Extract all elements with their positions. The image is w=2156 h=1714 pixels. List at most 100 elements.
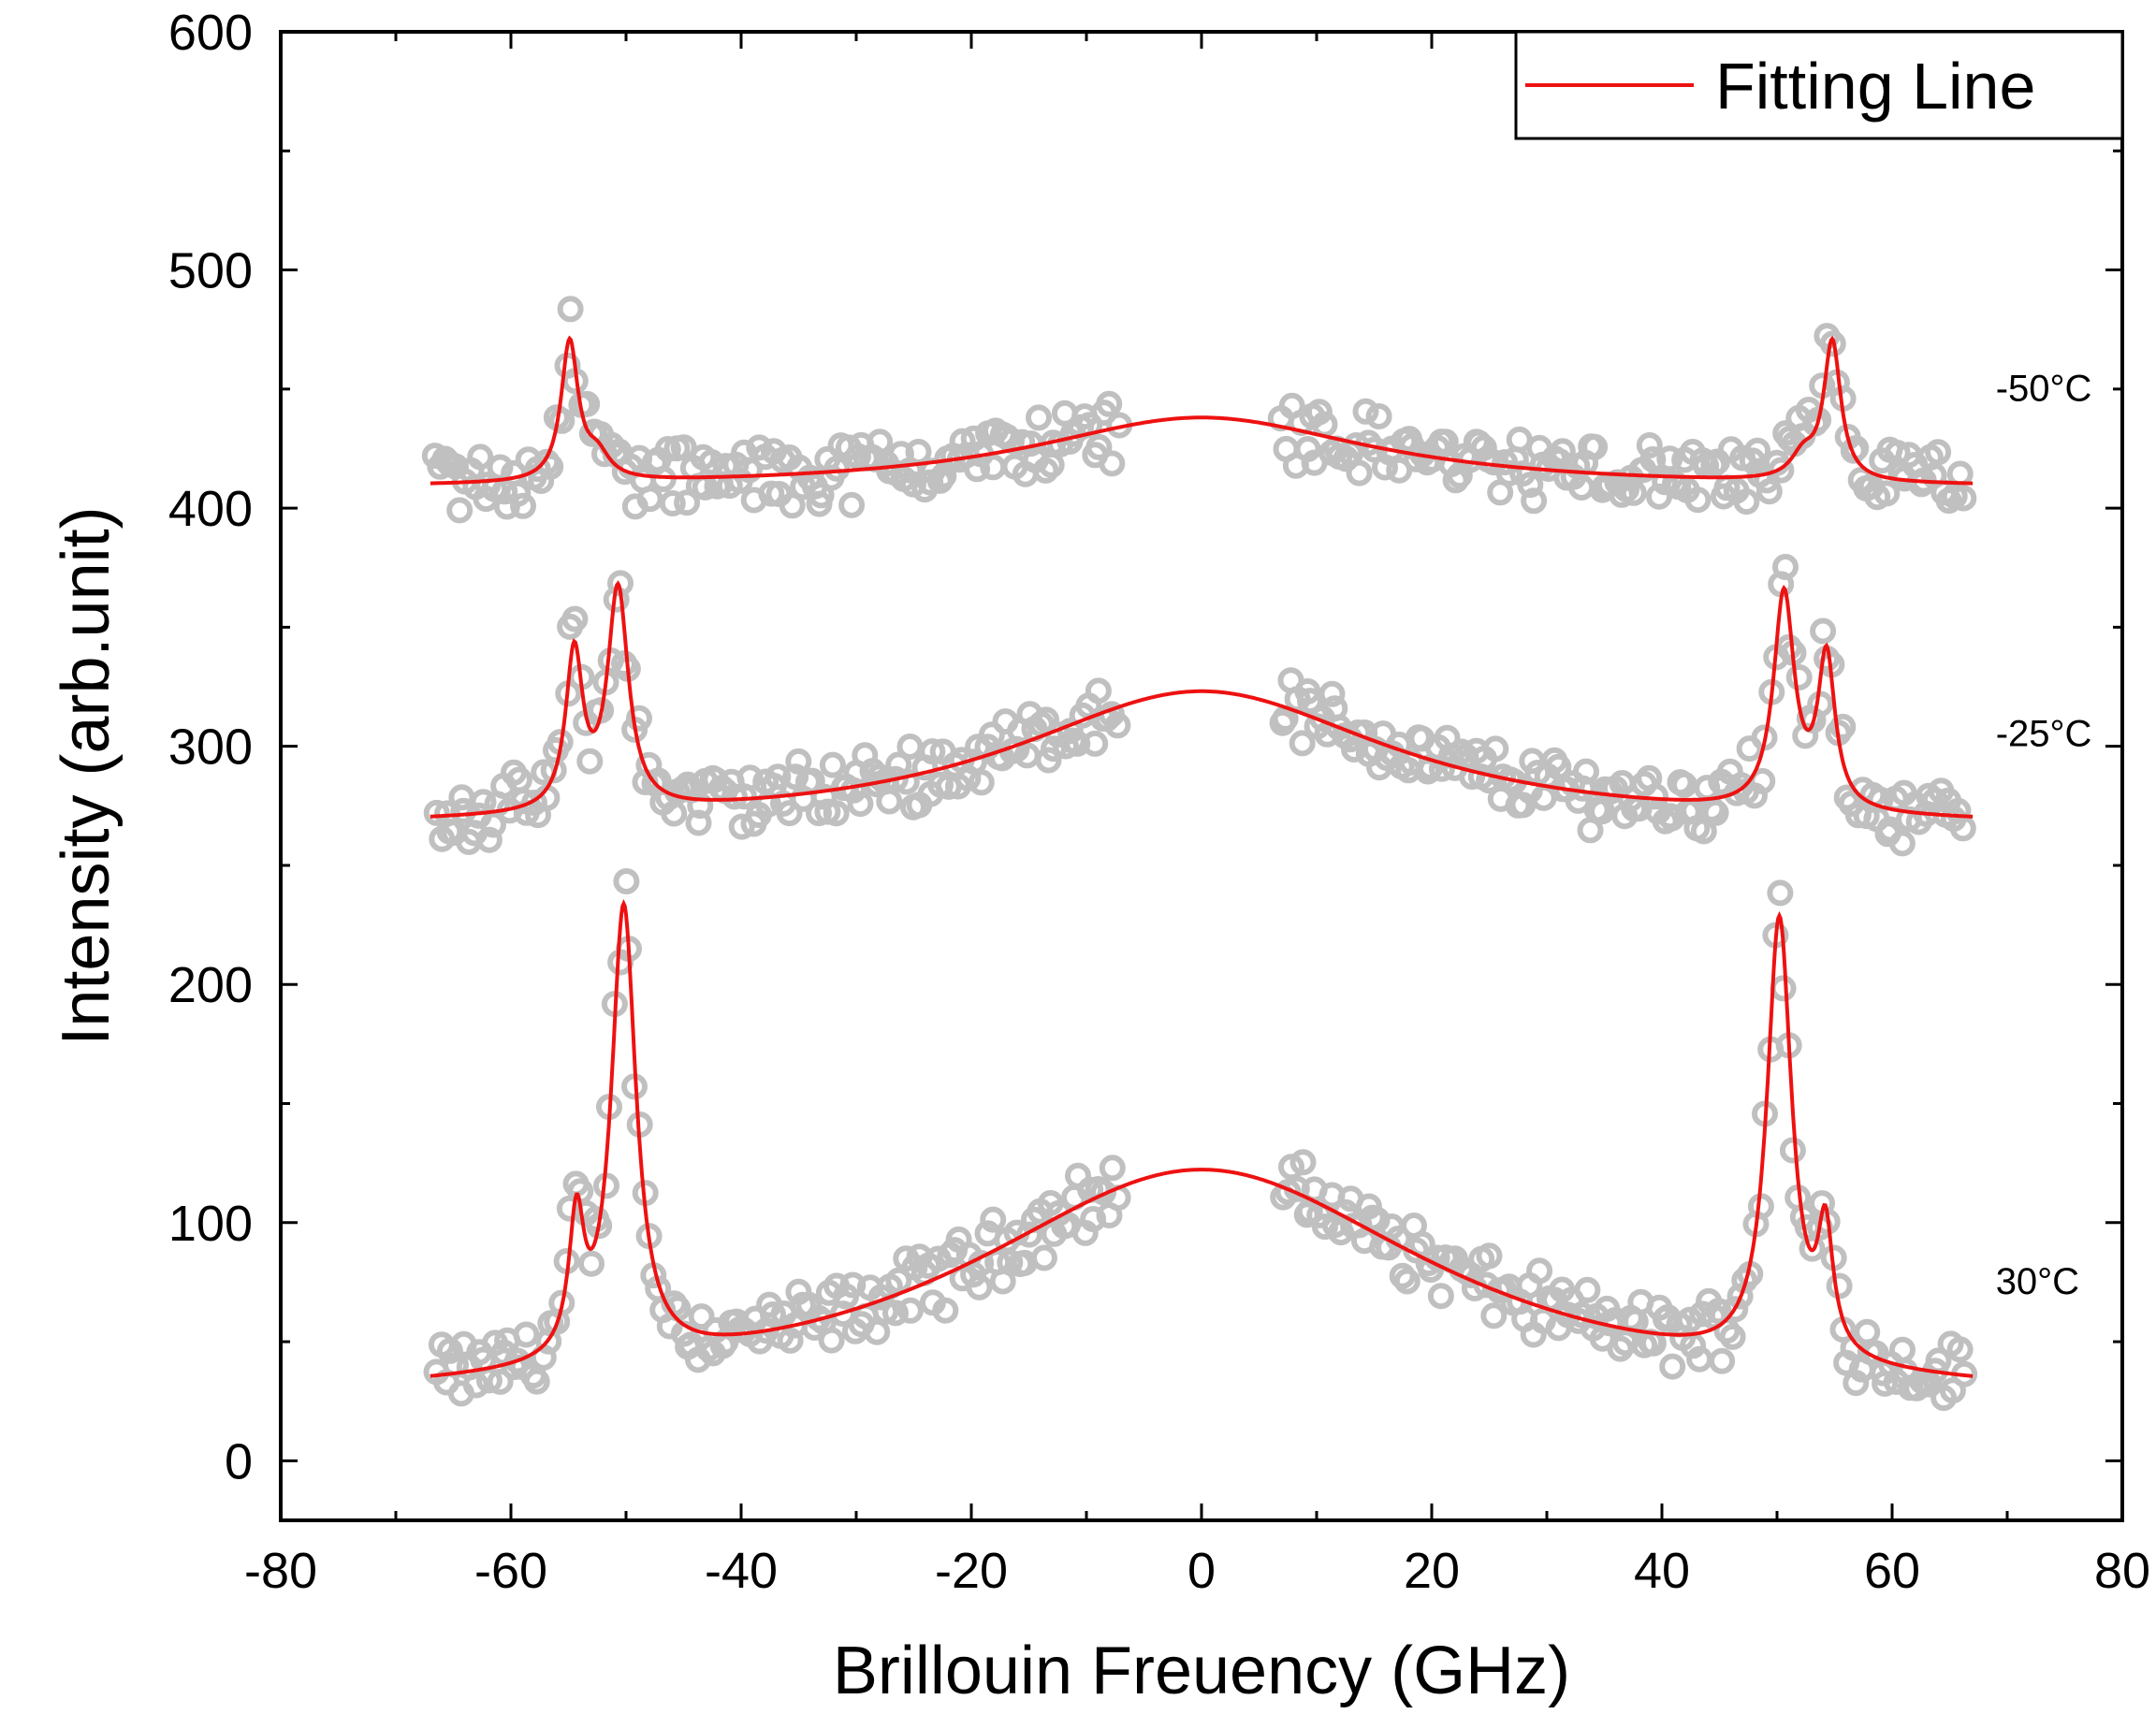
data-points-2 bbox=[423, 554, 1976, 857]
x-tick-label: 0 bbox=[1187, 1543, 1216, 1599]
data-point bbox=[779, 492, 806, 519]
y-tick-labels: 0 100 200 300 400 500 600 bbox=[168, 5, 253, 1489]
data-point bbox=[443, 1352, 469, 1379]
data-point bbox=[1289, 1149, 1317, 1176]
data-point bbox=[1352, 398, 1379, 425]
data-point bbox=[1829, 713, 1857, 740]
curve-label: -25°C bbox=[1996, 714, 2092, 755]
data-point bbox=[1799, 1235, 1826, 1262]
fit-line--50°C bbox=[430, 335, 1974, 486]
x-tick-label: -40 bbox=[705, 1543, 778, 1599]
data-point bbox=[980, 1206, 1007, 1233]
data-point bbox=[872, 1298, 899, 1325]
y-tick-label: 200 bbox=[168, 957, 253, 1013]
data-point bbox=[776, 800, 803, 827]
data-point bbox=[893, 768, 920, 795]
data-point bbox=[1946, 1336, 1974, 1363]
data-point bbox=[917, 469, 944, 496]
x-tick-label: -80 bbox=[244, 1543, 317, 1599]
data-point bbox=[1767, 879, 1794, 907]
curve-labels: 30°C -25°C -50°C bbox=[1996, 369, 2092, 1303]
data-point bbox=[1085, 433, 1113, 460]
data-point bbox=[1659, 1353, 1686, 1380]
data-point bbox=[1289, 730, 1316, 757]
data-point bbox=[1722, 1296, 1749, 1323]
data-point bbox=[510, 492, 536, 519]
data-point bbox=[1768, 457, 1795, 484]
data-point bbox=[838, 491, 866, 518]
data-point bbox=[688, 1303, 715, 1330]
data-point bbox=[760, 1301, 786, 1328]
data-point bbox=[1549, 438, 1576, 465]
data-point bbox=[1482, 735, 1509, 763]
data-point bbox=[1574, 1276, 1601, 1303]
data-point bbox=[819, 751, 846, 778]
data-point bbox=[949, 428, 976, 455]
data-points-layer bbox=[421, 296, 1978, 1412]
data-point bbox=[1826, 1272, 1853, 1300]
data-point bbox=[1709, 1347, 1736, 1374]
data-point bbox=[1889, 1336, 1916, 1363]
data-point bbox=[1096, 390, 1123, 417]
data-point bbox=[818, 1327, 845, 1354]
data-point bbox=[847, 791, 874, 818]
data-point bbox=[1702, 799, 1729, 826]
legend-box bbox=[1514, 30, 2124, 140]
x-axis-title: Brillouin Freuency (GHz) bbox=[833, 1634, 1570, 1708]
data-point bbox=[504, 480, 532, 507]
data-point bbox=[1080, 1206, 1107, 1232]
data-point bbox=[966, 1273, 993, 1300]
data-point bbox=[698, 449, 725, 476]
data-point bbox=[1082, 730, 1109, 757]
y-tick-label: 100 bbox=[168, 1196, 253, 1252]
data-point bbox=[1099, 1155, 1126, 1182]
data-point bbox=[1867, 786, 1894, 813]
y-tick-label: 600 bbox=[168, 5, 253, 61]
legend-label-fitting-line: Fitting Line bbox=[1715, 50, 2035, 123]
data-point bbox=[785, 748, 812, 775]
data-point bbox=[1854, 1318, 1881, 1345]
data-point bbox=[997, 1249, 1024, 1276]
data-point bbox=[782, 763, 809, 791]
curve-label: 30°C bbox=[1996, 1261, 2079, 1302]
data-point bbox=[876, 788, 903, 815]
curve-label: -50°C bbox=[1996, 369, 2092, 410]
data-points-3 bbox=[421, 296, 1977, 524]
y-tick-label: 400 bbox=[168, 481, 253, 537]
data-point bbox=[882, 1300, 909, 1327]
data-point bbox=[777, 1327, 804, 1354]
data-point bbox=[1770, 975, 1797, 1002]
data-point bbox=[964, 456, 991, 483]
data-point bbox=[557, 296, 584, 323]
data-point bbox=[919, 738, 946, 765]
data-point bbox=[736, 764, 764, 792]
data-point bbox=[1772, 554, 1799, 580]
data-point bbox=[1448, 738, 1475, 765]
data-point bbox=[1676, 1306, 1703, 1333]
data-point bbox=[1733, 488, 1760, 516]
data-point bbox=[1636, 432, 1663, 458]
data-point bbox=[1805, 406, 1832, 433]
data-point bbox=[1916, 1371, 1943, 1398]
data-point bbox=[1726, 1283, 1754, 1310]
data-point bbox=[1639, 446, 1667, 472]
data-point bbox=[576, 748, 604, 775]
data-point bbox=[654, 436, 681, 462]
data-point bbox=[1026, 404, 1052, 431]
data-point bbox=[423, 799, 450, 826]
data-point bbox=[561, 605, 589, 632]
data-point bbox=[1819, 330, 1846, 357]
data-point bbox=[1318, 680, 1346, 707]
data-point bbox=[1480, 1302, 1508, 1329]
data-point bbox=[1461, 1275, 1488, 1301]
data-point bbox=[823, 455, 851, 482]
data-point bbox=[823, 800, 850, 827]
y-tick-label: 500 bbox=[168, 243, 253, 299]
x-tick-label: 40 bbox=[1634, 1543, 1690, 1599]
data-point bbox=[1785, 664, 1813, 690]
data-point bbox=[1843, 1370, 1870, 1397]
data-point bbox=[1346, 459, 1373, 487]
data-point bbox=[978, 721, 1005, 748]
data-point bbox=[1744, 437, 1771, 464]
